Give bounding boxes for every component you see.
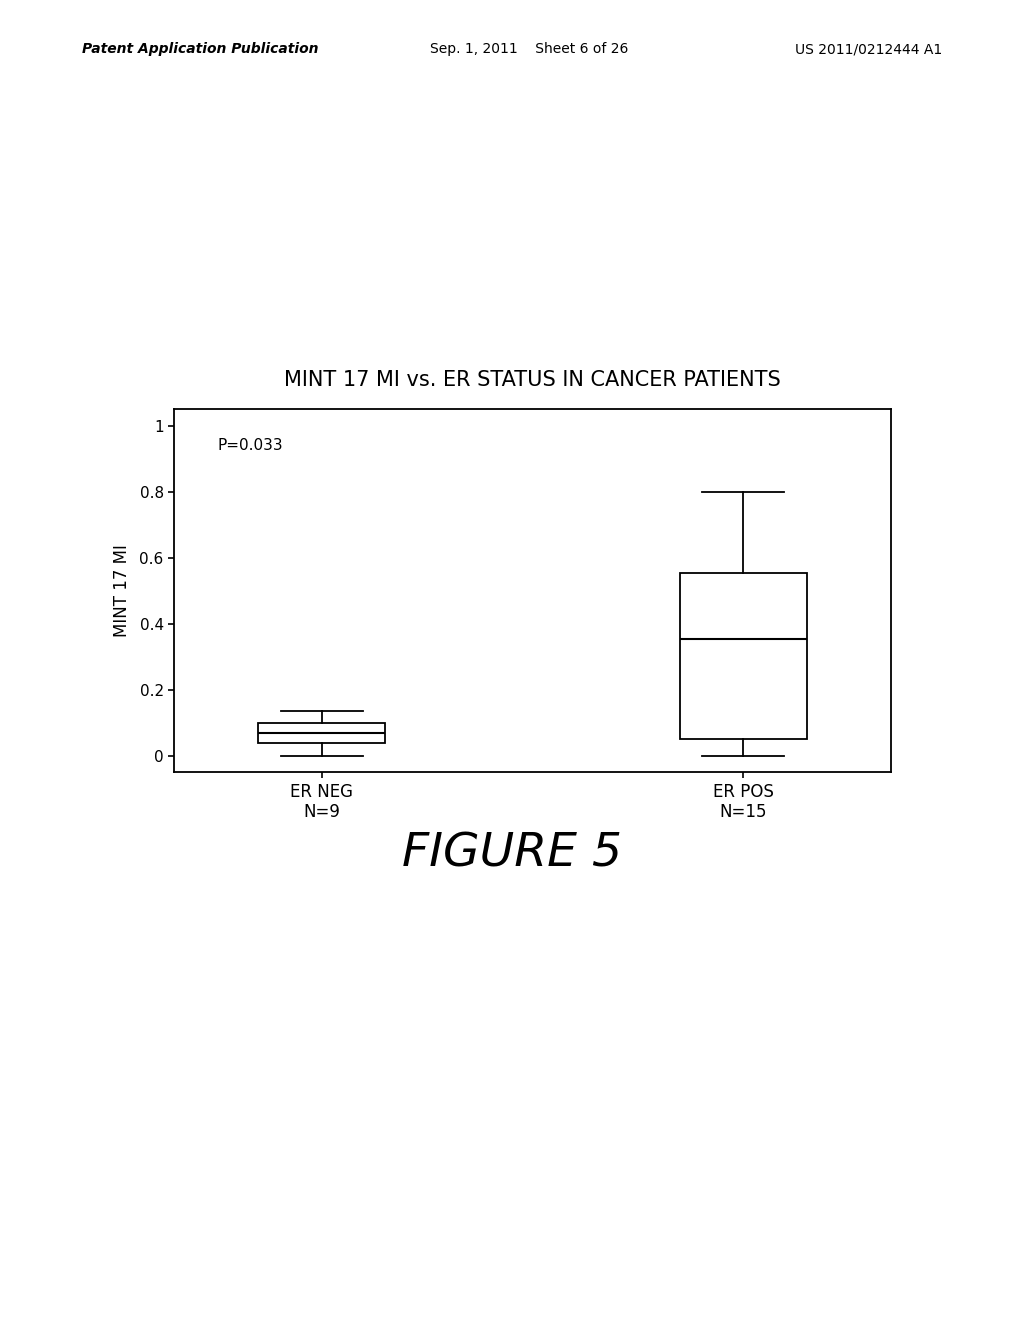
- Y-axis label: MINT 17 MI: MINT 17 MI: [113, 544, 131, 638]
- Text: FIGURE 5: FIGURE 5: [402, 832, 622, 876]
- Text: Sep. 1, 2011    Sheet 6 of 26: Sep. 1, 2011 Sheet 6 of 26: [430, 42, 629, 57]
- Text: MINT 17 MI vs. ER STATUS IN CANCER PATIENTS: MINT 17 MI vs. ER STATUS IN CANCER PATIE…: [284, 370, 781, 389]
- Bar: [680, 573, 807, 739]
- Text: US 2011/0212444 A1: US 2011/0212444 A1: [795, 42, 942, 57]
- Text: Patent Application Publication: Patent Application Publication: [82, 42, 318, 57]
- Text: P=0.033: P=0.033: [217, 438, 283, 453]
- Bar: [258, 723, 385, 742]
